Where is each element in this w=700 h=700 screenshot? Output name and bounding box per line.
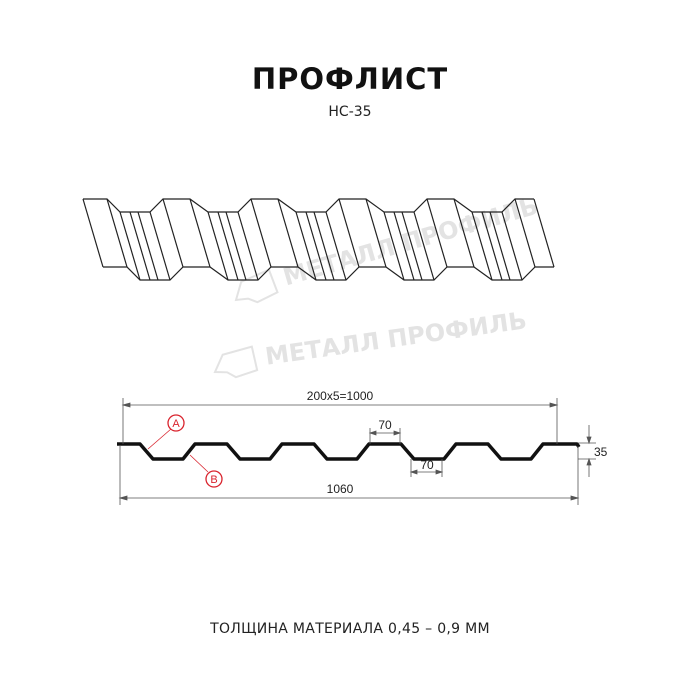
height-label: 35 bbox=[594, 445, 608, 459]
sheet-fold-line bbox=[277, 198, 299, 268]
top-flange-label: 70 bbox=[378, 418, 392, 432]
sheet-fold-line bbox=[453, 198, 475, 268]
sheet-fold-line bbox=[106, 198, 128, 268]
watermark-lower: МЕТАЛЛ ПРОФИЛЬ bbox=[213, 306, 528, 379]
profile-line bbox=[117, 442, 581, 461]
sheet-fold-line bbox=[365, 198, 387, 268]
sheet-rib-line bbox=[481, 211, 503, 281]
total-width-label: 1060 bbox=[327, 482, 354, 496]
sheet-fold-line bbox=[338, 198, 360, 268]
sheet-fold-line bbox=[82, 198, 104, 268]
profile-cross-section bbox=[117, 442, 581, 461]
watermark-logo-icon bbox=[234, 268, 279, 304]
sheet-rib-line bbox=[393, 211, 415, 281]
sheet-rib-line bbox=[129, 211, 151, 281]
sheet-fold-line bbox=[207, 211, 229, 281]
sheet-rib-line bbox=[305, 211, 327, 281]
sheet-fold-line bbox=[250, 198, 272, 268]
sheet-fold-line bbox=[189, 198, 211, 268]
material-thickness: ТОЛЩИНА МАТЕРИАЛА 0,45 – 0,9 ММ bbox=[210, 621, 490, 637]
sheet-rib-line bbox=[313, 211, 335, 281]
marker-a: A bbox=[167, 414, 185, 432]
sheet-fold-line bbox=[325, 211, 347, 281]
svg-text:B: B bbox=[210, 474, 217, 486]
sheet-fold-line bbox=[162, 198, 184, 268]
marker-b: B bbox=[205, 470, 223, 488]
sheet-fold-line bbox=[501, 211, 523, 281]
sheet-rib-line bbox=[489, 211, 511, 281]
sheet-rib-line bbox=[137, 211, 159, 281]
watermark-upper: МЕТАЛЛ ПРОФИЛЬ bbox=[234, 192, 541, 304]
sheet-back-edge bbox=[83, 198, 534, 213]
sheet-fold-line bbox=[383, 211, 405, 281]
svg-text:A: A bbox=[172, 418, 180, 430]
sheet-fold-line bbox=[514, 198, 536, 268]
dimension-lines bbox=[118, 398, 596, 505]
pitch-dimension-label: 200x5=1000 bbox=[307, 389, 374, 403]
sheet-rib-line bbox=[401, 211, 423, 281]
watermark-text: МЕТАЛЛ ПРОФИЛЬ bbox=[263, 306, 528, 370]
sheet-fold-line bbox=[295, 211, 317, 281]
sheet-fold-line bbox=[119, 211, 141, 281]
sheet-rib-line bbox=[217, 211, 239, 281]
sheet-fold-line bbox=[237, 211, 259, 281]
profile-model: НС-35 bbox=[328, 104, 372, 120]
sheet-front-edge bbox=[103, 266, 554, 281]
page-title: ПРОФЛИСТ bbox=[251, 62, 449, 96]
sheet-fold-line bbox=[149, 211, 171, 281]
sheet-fold-line bbox=[471, 211, 493, 281]
sheet-fold-line bbox=[413, 211, 435, 281]
sheet-perspective-view bbox=[82, 198, 555, 281]
bottom-flange-label: 70 bbox=[420, 458, 434, 472]
sheet-fold-line bbox=[426, 198, 448, 268]
sheet-fold-line bbox=[533, 198, 555, 268]
sheet-rib-line bbox=[225, 211, 247, 281]
watermark-logo-icon bbox=[213, 345, 259, 379]
